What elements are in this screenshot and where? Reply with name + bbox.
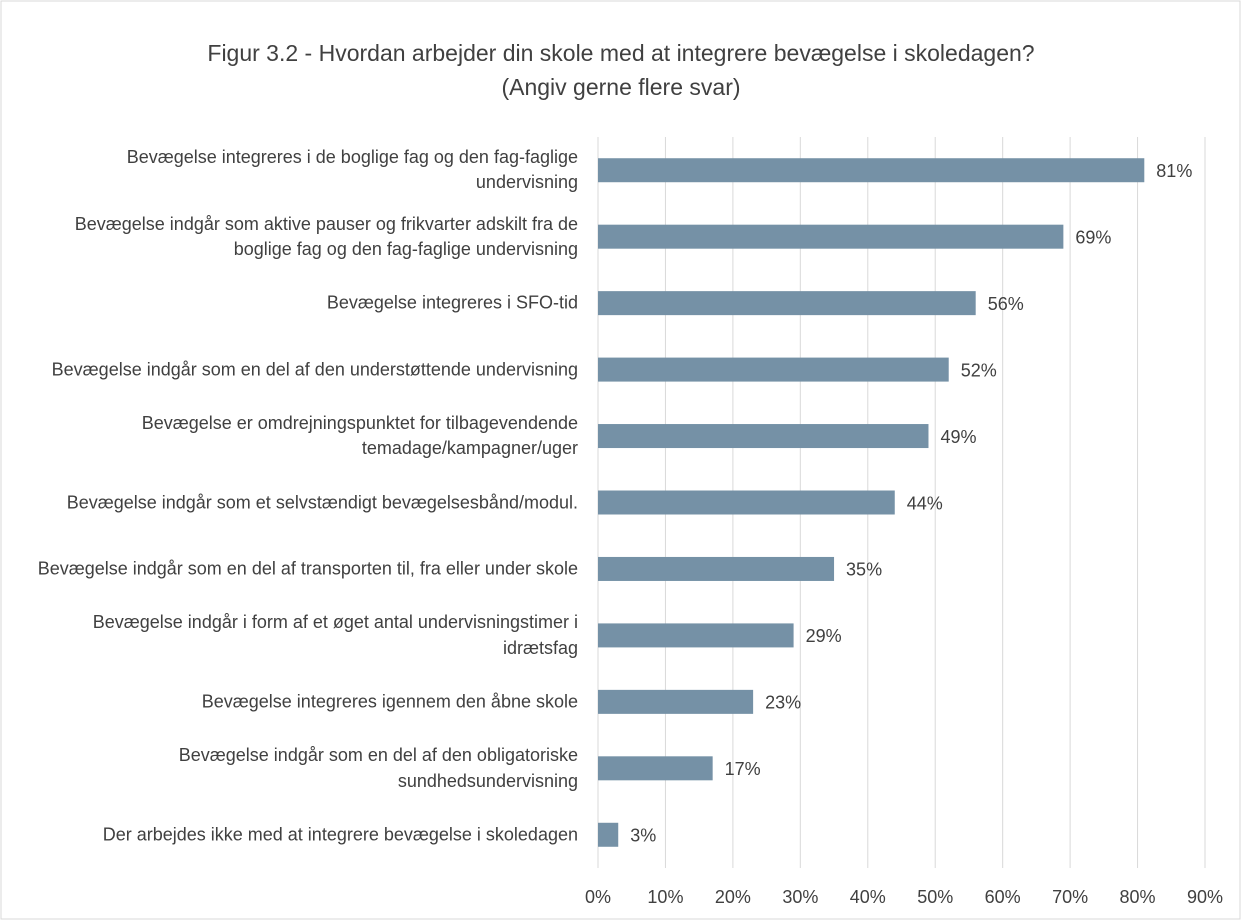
data-label: 29%: [806, 626, 842, 646]
bar: [598, 623, 794, 648]
x-tick-label: 90%: [1187, 887, 1223, 907]
category-label: Bevægelse indgår i form af et øget antal…: [92, 612, 578, 658]
category-label: Bevægelse integreres igennem den åbne sk…: [201, 691, 578, 712]
bar: [598, 357, 949, 382]
x-tick-label: 0%: [585, 887, 611, 907]
x-tick-label: 80%: [1120, 887, 1156, 907]
bar: [598, 490, 895, 515]
data-label: 69%: [1075, 227, 1111, 247]
bar: [598, 424, 929, 449]
bar: [598, 556, 835, 581]
x-tick-label: 40%: [850, 887, 886, 907]
category-label: Bevægelse indgår som et selvstændigt bev…: [66, 491, 578, 512]
category-label: Bevægelse er omdrejningspunktet for tilb…: [141, 412, 578, 459]
category-label: Bevægelse indgår som aktive pauser og fr…: [74, 213, 578, 259]
data-label: 44%: [907, 493, 943, 513]
x-tick-label: 60%: [985, 887, 1021, 907]
x-tick-label: 20%: [715, 887, 751, 907]
data-label: 81%: [1156, 161, 1192, 181]
bar: [598, 224, 1064, 249]
bar: [598, 756, 713, 781]
category-label: Bevægelse integreres i de boglige fag og…: [126, 147, 578, 193]
data-label: 3%: [630, 826, 656, 846]
chart-subtitle: (Angiv gerne flere svar): [501, 74, 741, 100]
data-label: 17%: [725, 759, 761, 779]
x-tick-label: 70%: [1052, 887, 1088, 907]
category-label: Bevægelse indgår som en del af den oblig…: [178, 745, 578, 791]
data-label: 35%: [846, 560, 882, 580]
x-tick-label: 10%: [647, 887, 683, 907]
category-label: Bevægelse indgår som en del af transport…: [37, 558, 578, 579]
data-label: 52%: [961, 360, 997, 380]
bar: [598, 689, 754, 714]
bar: [598, 291, 976, 316]
category-label: Bevægelse integreres i SFO-tid: [326, 292, 578, 313]
x-tick-label: 30%: [782, 887, 818, 907]
bar: [598, 158, 1145, 183]
category-label: Bevægelse indgår som en del af den under…: [51, 358, 578, 379]
bar: [598, 822, 619, 847]
data-label: 49%: [940, 427, 976, 447]
category-label: Der arbejdes ikke med at integrere bevæg…: [102, 824, 578, 845]
data-label: 56%: [988, 294, 1024, 314]
chart-title: Figur 3.2 - Hvordan arbejder din skole m…: [207, 40, 1035, 66]
x-tick-label: 50%: [917, 887, 953, 907]
data-label: 23%: [765, 693, 801, 713]
